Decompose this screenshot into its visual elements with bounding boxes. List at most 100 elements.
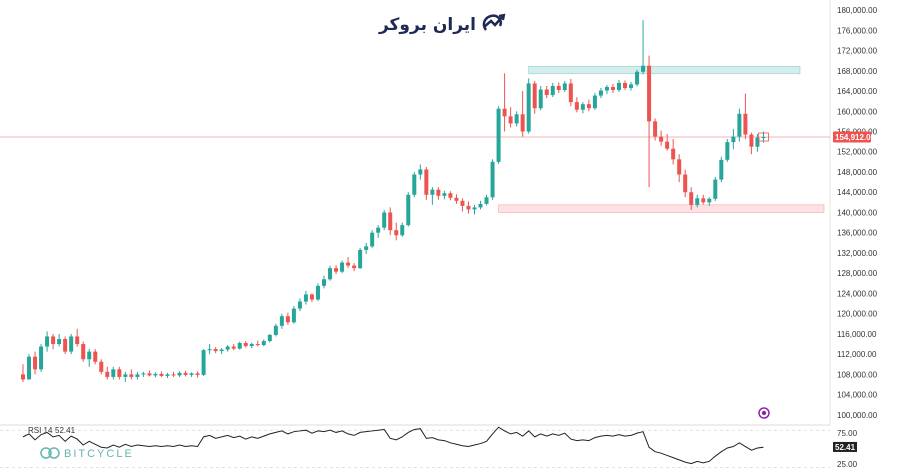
- y-tick-label: 140,000.00: [837, 208, 878, 217]
- candle: [69, 333, 74, 355]
- candle-body: [725, 142, 730, 160]
- candle-body: [460, 200, 465, 206]
- candle-body: [117, 369, 122, 377]
- candle: [520, 91, 525, 137]
- candle-body: [635, 71, 640, 85]
- candle-body: [472, 207, 477, 210]
- y-tick-label: 136,000.00: [837, 229, 878, 238]
- candle-body: [430, 189, 435, 195]
- candle-body: [87, 351, 92, 360]
- candle: [352, 263, 357, 272]
- candle-body: [147, 373, 152, 376]
- candle-body: [261, 341, 266, 346]
- candle-body: [665, 141, 670, 149]
- candle: [340, 260, 345, 274]
- candle: [544, 85, 549, 99]
- candle-body: [388, 212, 393, 231]
- y-tick-label: 168,000.00: [837, 67, 878, 76]
- candle-body: [99, 361, 104, 372]
- candle: [285, 312, 290, 325]
- candle-body: [358, 249, 363, 269]
- candle-body: [273, 325, 278, 335]
- candle: [460, 198, 465, 212]
- candle: [291, 306, 296, 324]
- candle: [406, 192, 411, 227]
- candle-body: [544, 89, 549, 96]
- candle-body: [653, 121, 658, 137]
- candle-body: [629, 84, 634, 88]
- candle: [201, 349, 206, 376]
- y-tick-label: 172,000.00: [837, 47, 878, 56]
- candle-body: [562, 83, 567, 91]
- candle: [707, 197, 712, 206]
- candle: [701, 194, 706, 205]
- candle: [653, 118, 658, 141]
- candle: [213, 347, 218, 354]
- candle: [532, 80, 537, 114]
- candle-body: [123, 374, 128, 377]
- y-tick-label: 104,000.00: [837, 391, 878, 400]
- candle: [273, 323, 278, 337]
- candle-body: [436, 189, 441, 196]
- candle: [514, 111, 519, 127]
- candle-body: [111, 369, 116, 377]
- candle-body: [51, 336, 56, 345]
- candle-body: [514, 114, 519, 124]
- candle: [719, 156, 724, 183]
- candle-body: [207, 349, 212, 351]
- candle-body: [291, 308, 296, 323]
- candle-body: [364, 246, 369, 250]
- candle: [315, 283, 320, 302]
- candle-body: [448, 193, 453, 198]
- bitcycle-text: BITCYCLE: [64, 448, 134, 460]
- candle: [105, 366, 110, 380]
- logo-text: ایران بروکر: [378, 15, 476, 35]
- candle-body: [328, 268, 333, 280]
- candle: [659, 130, 664, 146]
- candle: [436, 187, 441, 200]
- candle: [502, 73, 507, 132]
- candle-body: [647, 65, 652, 122]
- candle: [388, 207, 393, 236]
- candle-body: [508, 116, 513, 124]
- event-marker-icon[interactable]: [758, 407, 770, 419]
- y-tick-label: 108,000.00: [837, 370, 878, 379]
- candle-body: [75, 336, 80, 345]
- candle: [328, 265, 333, 281]
- candle: [346, 257, 351, 269]
- candle: [171, 371, 176, 377]
- candle: [376, 225, 381, 238]
- candle-body: [322, 279, 326, 286]
- candle: [448, 191, 453, 201]
- candle-body: [424, 169, 429, 195]
- candle-body: [592, 95, 597, 109]
- candle: [400, 222, 405, 237]
- candle: [141, 371, 146, 377]
- candle: [123, 371, 128, 382]
- candle: [478, 200, 483, 210]
- candle-body: [177, 372, 182, 376]
- last-candle-marker: [758, 132, 769, 142]
- y-tick-label: 128,000.00: [837, 269, 878, 278]
- candle: [243, 341, 248, 348]
- candle: [153, 372, 158, 378]
- candle: [731, 128, 736, 150]
- candle-body: [761, 137, 766, 139]
- candle: [279, 313, 284, 329]
- candle: [472, 204, 477, 215]
- candle-body: [598, 90, 603, 96]
- candle-body: [370, 232, 375, 247]
- candle: [207, 344, 212, 355]
- support-zone: [498, 204, 825, 213]
- candle-body: [33, 356, 38, 370]
- candle: [508, 107, 513, 128]
- candle: [309, 293, 314, 303]
- candle-body: [340, 262, 345, 272]
- rsi-tick-75: 75.00: [837, 429, 858, 438]
- candle-body: [556, 85, 561, 91]
- candle-body: [237, 343, 242, 349]
- candle-body: [574, 102, 579, 110]
- candle: [183, 370, 188, 377]
- y-tick-label: 180,000.00: [837, 6, 878, 15]
